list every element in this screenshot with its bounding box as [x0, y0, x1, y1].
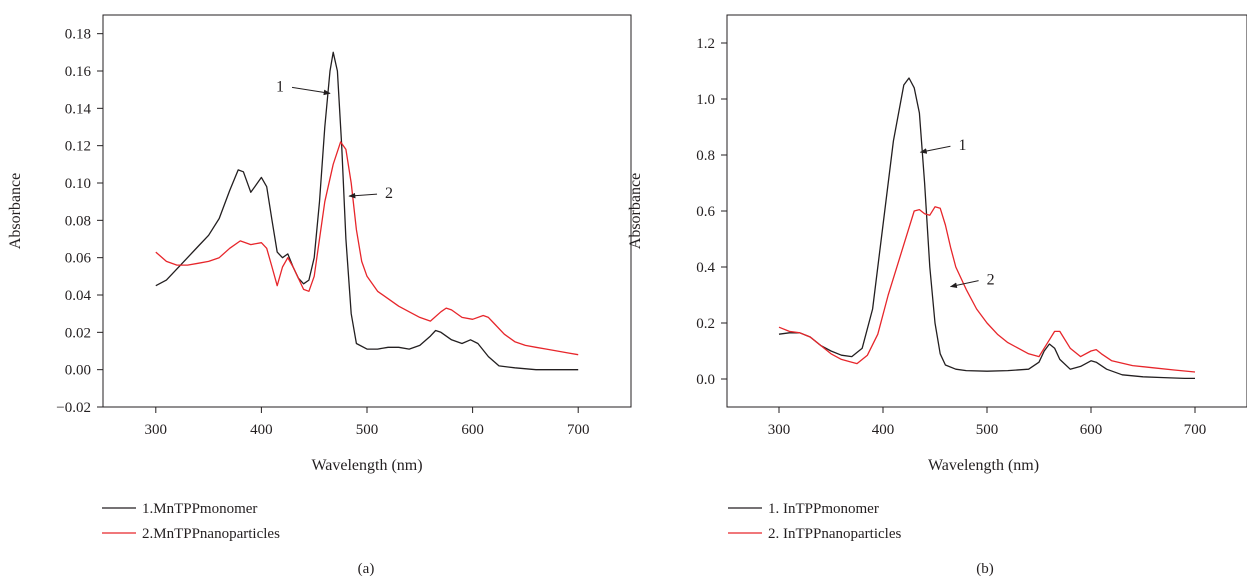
x-tick-label: 400 [872, 422, 895, 438]
series-line-1 [778, 77, 1195, 380]
x-tick-label: 500 [976, 422, 999, 438]
chart-panel-b: 300 400 500 600 700 0.0 0.2 0.4 0.6 0.8 1.0 1.2 Wave… [627, 14, 1247, 577]
legend-label-1: 1.MnTPPmonomer [142, 501, 257, 517]
annotation-arrow-2 [949, 280, 979, 289]
legend-label-2: 2.MnTPPnanoparticles [142, 526, 280, 542]
x-axis-label: Wavelength (nm) [928, 457, 1039, 474]
y-axis-label: Absorbance [627, 173, 644, 249]
plot-frame [726, 14, 1247, 408]
panel-caption: (a) [358, 561, 375, 577]
series-line-1 [155, 51, 579, 371]
annotation-label-2: 2 [385, 185, 393, 202]
x-tick-label: 400 [250, 422, 273, 438]
x-tick-label: 300 [768, 422, 791, 438]
plot-frame [102, 14, 632, 408]
y-tick-label: 0.8 [696, 148, 715, 164]
annotation-arrow-1 [919, 145, 951, 154]
y-tick-label: 0.12 [65, 139, 91, 155]
y-tick-label: 0.00 [65, 363, 91, 379]
x-tick-label: 700 [1184, 422, 1207, 438]
x-tick-label: 500 [356, 422, 379, 438]
annotation-label-1: 1 [958, 137, 966, 154]
y-tick-label: 0.2 [696, 316, 715, 332]
x-axis-label: Wavelength (nm) [311, 457, 422, 474]
annotation-arrow-2 [348, 192, 378, 199]
series-line-2 [778, 206, 1196, 373]
y-tick-label: 0.0 [696, 372, 715, 388]
x-tick-label: 600 [461, 422, 484, 438]
annotation-label-1: 1 [276, 78, 284, 95]
annotation-arrow-1 [291, 86, 331, 96]
y-tick-label: −0.02 [56, 400, 91, 416]
x-tick-label: 600 [1080, 422, 1103, 438]
legend-label-2: 2. InTPPnanoparticles [768, 526, 901, 542]
y-tick-label: 0.10 [65, 176, 91, 192]
y-tick-label: 0.04 [65, 288, 92, 304]
y-tick-label: 0.14 [65, 101, 92, 117]
y-tick-label: 1.2 [696, 36, 715, 52]
chart-panel-a: 300 400 500 600 700 −0.02 0.00 0.02 0.04 0.06 0.08… [7, 14, 632, 577]
series-line-2 [155, 141, 579, 356]
y-tick-label: 0.08 [65, 213, 91, 229]
y-tick-label: 0.18 [65, 27, 91, 43]
panel-caption: (b) [976, 561, 994, 577]
y-tick-label: 0.6 [696, 204, 715, 220]
x-tick-label: 300 [145, 422, 168, 438]
y-tick-label: 1.0 [696, 92, 715, 108]
y-axis-label: Absorbance [7, 173, 24, 249]
y-tick-label: 0.4 [696, 260, 715, 276]
y-tick-label: 0.02 [65, 325, 91, 341]
annotation-label-2: 2 [987, 272, 995, 289]
y-tick-label: 0.16 [65, 64, 92, 80]
legend-label-1: 1. InTPPmonomer [768, 501, 879, 517]
y-tick-label: 0.06 [65, 251, 92, 267]
x-tick-label: 700 [567, 422, 590, 438]
